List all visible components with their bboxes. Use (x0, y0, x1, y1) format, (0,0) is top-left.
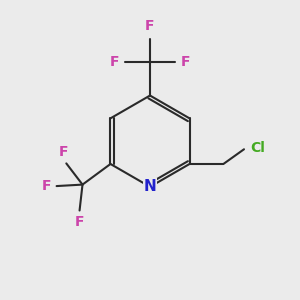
Text: F: F (180, 55, 190, 69)
Text: F: F (58, 145, 68, 159)
Text: N: N (144, 179, 156, 194)
Text: Cl: Cl (250, 141, 265, 155)
Text: F: F (145, 20, 155, 33)
Text: F: F (110, 55, 120, 69)
Text: F: F (75, 215, 84, 229)
Text: F: F (42, 179, 51, 193)
